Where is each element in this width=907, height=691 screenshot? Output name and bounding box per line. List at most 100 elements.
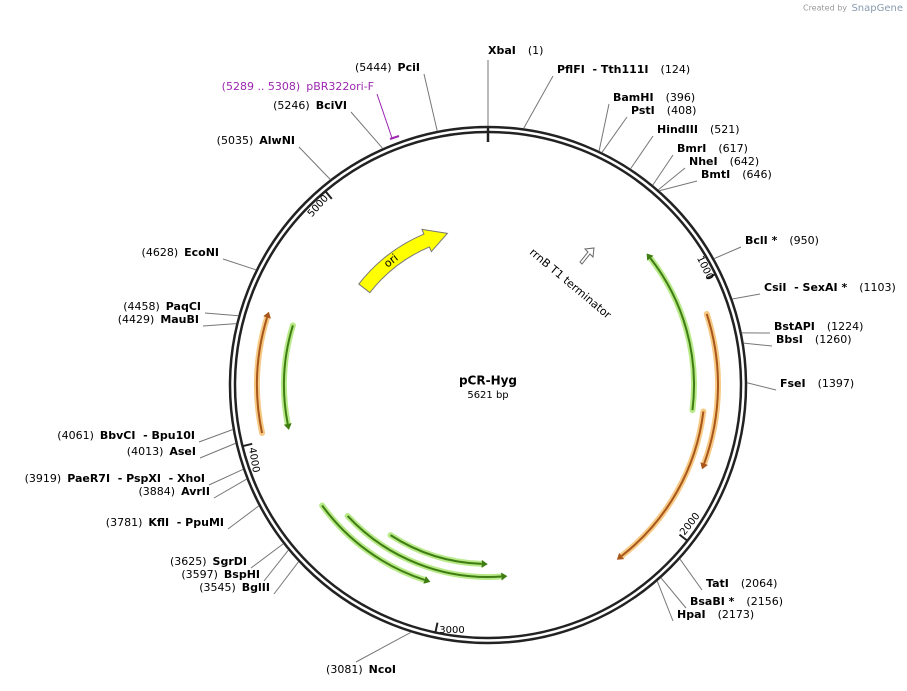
primer-label: (5289 .. 5308)pBR322ori-F bbox=[222, 80, 374, 93]
site-label: (4458)PaqCI bbox=[123, 300, 201, 313]
site-position: (408) bbox=[667, 104, 697, 117]
site-position: (4429) bbox=[118, 313, 155, 326]
site-name: FseI bbox=[780, 377, 806, 390]
site-position: (3545) bbox=[199, 581, 236, 594]
site-label: (4429) MauBI bbox=[118, 313, 199, 326]
site-name: BbvCI - Bpu10I bbox=[100, 429, 195, 442]
credit-prefix: Created by bbox=[803, 4, 847, 13]
site-leader bbox=[661, 578, 686, 608]
feature-arc bbox=[650, 258, 694, 410]
site-leader bbox=[680, 559, 702, 590]
site-leader bbox=[356, 632, 411, 662]
site-label: (3081) NcoI bbox=[326, 663, 396, 676]
site-leader bbox=[200, 443, 236, 458]
site-name: NcoI bbox=[369, 663, 396, 676]
site-label: TatI(2064) bbox=[706, 577, 777, 590]
site-leader bbox=[351, 112, 383, 148]
site-label: (4628)EcoNI bbox=[142, 246, 219, 259]
site-label: BmrI(617) bbox=[677, 142, 748, 155]
site-position: (642) bbox=[730, 155, 760, 168]
site-name: NheI bbox=[689, 155, 718, 168]
feature-arrowhead bbox=[501, 573, 507, 581]
site-label: HindIII(521) bbox=[657, 123, 740, 136]
site-position: (3081) bbox=[326, 663, 363, 676]
site-name: EcoNI bbox=[184, 246, 219, 259]
site-name: TatI bbox=[706, 577, 729, 590]
site-name: AlwNI bbox=[259, 134, 295, 147]
site-leader bbox=[209, 469, 243, 485]
plasmid-name: pCR-Hyg bbox=[459, 374, 517, 388]
site-label: (3625) SgrDI bbox=[170, 555, 247, 568]
ori-arrow bbox=[359, 229, 448, 292]
site-leader bbox=[524, 76, 553, 128]
site-label: PflFI - Tth111I (124) bbox=[557, 63, 690, 76]
site-position: (1224) bbox=[827, 320, 864, 333]
site-position: (2173) bbox=[718, 608, 755, 621]
site-label: HpaI (2173) bbox=[677, 608, 754, 621]
site-position: (5246) bbox=[273, 99, 310, 112]
site-label: (4061) BbvCI - Bpu10I bbox=[57, 429, 195, 442]
terminator-icon bbox=[580, 248, 594, 264]
site-leader bbox=[299, 147, 330, 180]
site-label: (3545)BglII bbox=[199, 581, 270, 594]
site-position: (617) bbox=[718, 142, 748, 155]
site-name: HindIII bbox=[657, 123, 698, 136]
site-label: (3884)AvrII bbox=[139, 485, 210, 498]
site-name: PaeR7I - PspXI - XhoI bbox=[67, 472, 205, 485]
site-leader bbox=[744, 343, 772, 346]
site-position: (3781) bbox=[106, 516, 143, 529]
site-position: (396) bbox=[666, 91, 696, 104]
site-position: (2156) bbox=[746, 595, 783, 608]
site-position: (1103) bbox=[859, 281, 896, 294]
site-label: NheI (642) bbox=[689, 155, 759, 168]
site-leader bbox=[264, 550, 288, 581]
site-leader bbox=[251, 544, 283, 568]
site-position: (950) bbox=[789, 234, 819, 247]
site-name: BmtI bbox=[701, 168, 730, 181]
site-name: CsiI - SexAI * bbox=[764, 281, 847, 294]
site-label: (4013)AseI bbox=[127, 445, 196, 458]
site-name: BclI * bbox=[745, 234, 778, 247]
site-position: (4061) bbox=[57, 429, 94, 442]
site-label: (5246) BciVI bbox=[273, 99, 347, 112]
ring-tick bbox=[435, 623, 437, 633]
site-leader bbox=[199, 430, 233, 442]
site-leader bbox=[424, 74, 437, 131]
site-position: (4013) bbox=[127, 445, 164, 458]
site-leader bbox=[274, 562, 299, 594]
site-position: (4458) bbox=[123, 300, 160, 313]
site-label: XbaI(1) bbox=[488, 44, 543, 57]
site-label: (5444) PciI bbox=[355, 61, 420, 74]
site-name: BamHI bbox=[613, 91, 654, 104]
site-label: (3919) PaeR7I - PspXI - XhoI bbox=[25, 472, 205, 485]
site-leader bbox=[631, 136, 653, 169]
site-position: (5444) bbox=[355, 61, 392, 74]
site-name: PciI bbox=[398, 61, 420, 74]
site-label: (3781)KflI - PpuMI bbox=[106, 516, 224, 529]
site-name: SgrDI bbox=[213, 555, 247, 568]
primer-name: pBR322ori-F bbox=[306, 80, 374, 93]
site-name: PflFI - Tth111I bbox=[557, 63, 649, 76]
site-position: (646) bbox=[742, 168, 772, 181]
site-name: MauBI bbox=[160, 313, 199, 326]
site-leader bbox=[214, 479, 247, 498]
site-position: (124) bbox=[661, 63, 691, 76]
site-position: (3625) bbox=[170, 555, 207, 568]
site-leader bbox=[747, 383, 776, 390]
site-position: (3919) bbox=[25, 472, 62, 485]
site-label: FseI(1397) bbox=[780, 377, 854, 390]
site-label: BmtI (646) bbox=[701, 168, 772, 181]
site-leader bbox=[223, 259, 256, 270]
site-name: BciVI bbox=[316, 99, 347, 112]
site-name: BspHI bbox=[224, 568, 260, 581]
site-leader bbox=[205, 313, 238, 316]
site-label: BsaBI *(2156) bbox=[690, 595, 783, 608]
site-name: BbsI bbox=[776, 333, 803, 346]
site-leader bbox=[203, 324, 236, 326]
ring-tick bbox=[243, 444, 253, 446]
site-name: HpaI bbox=[677, 608, 706, 621]
site-label: BclI * (950) bbox=[745, 234, 819, 247]
site-leader bbox=[732, 294, 760, 299]
